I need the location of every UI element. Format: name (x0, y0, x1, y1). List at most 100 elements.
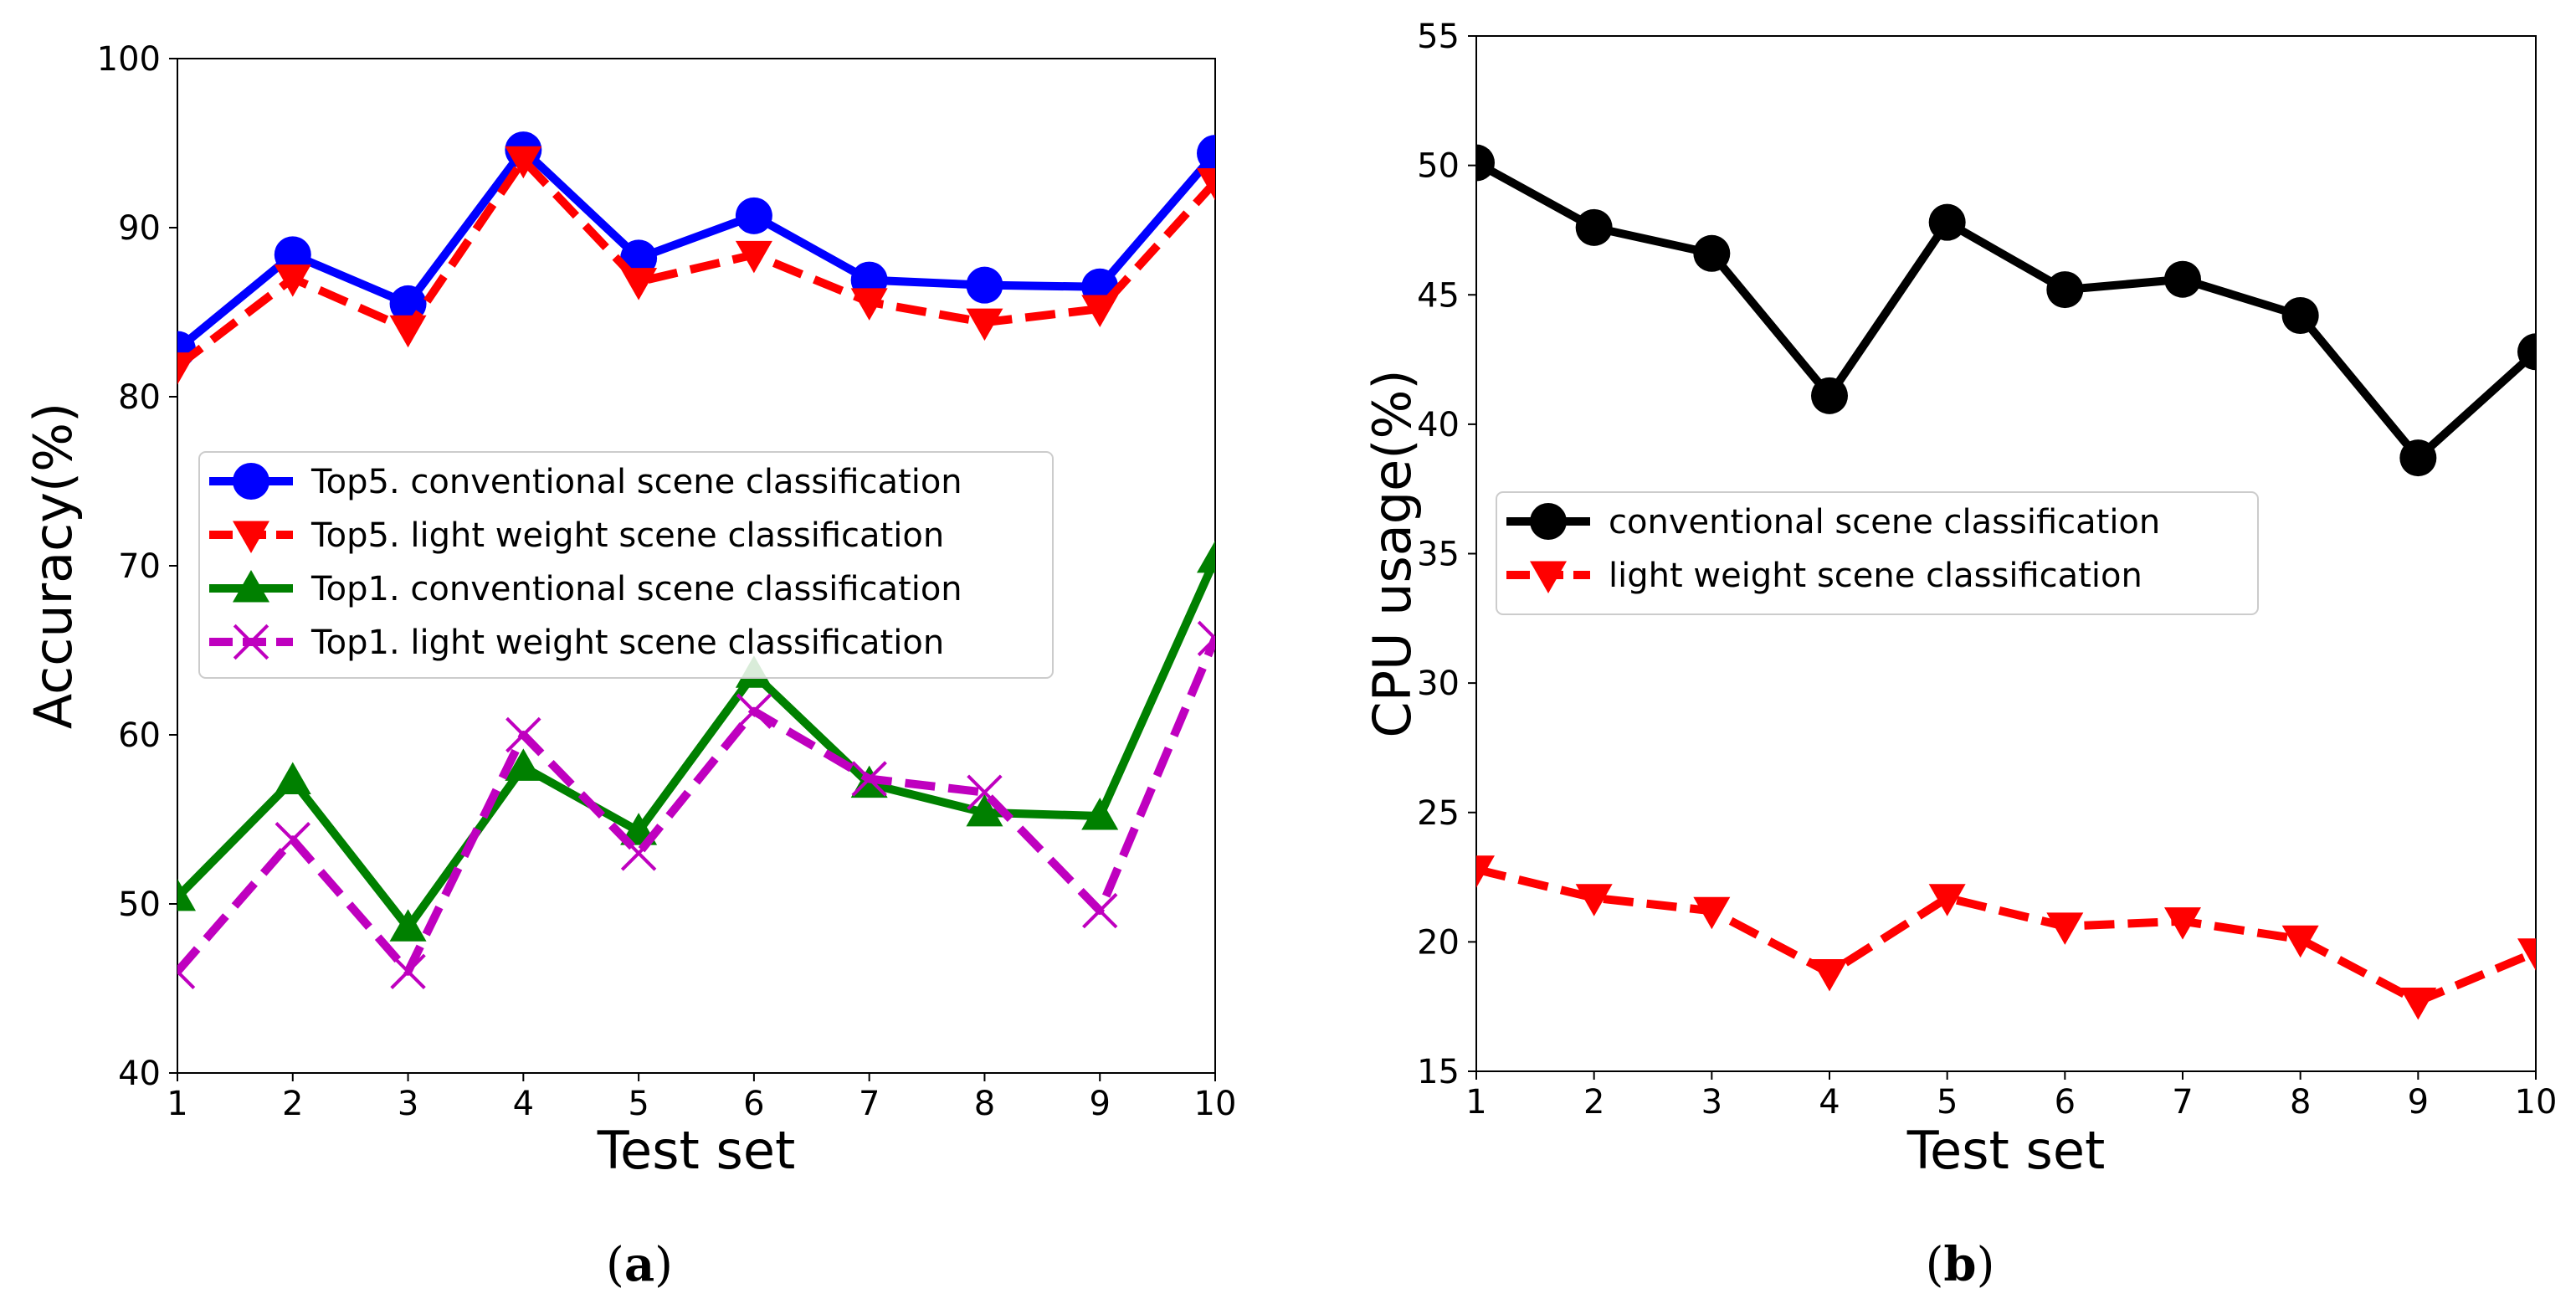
legend-marker (233, 570, 269, 603)
data-point (1575, 884, 1613, 916)
y-tick-label: 60 (118, 716, 161, 755)
data-point (1197, 167, 1215, 201)
data-point (1928, 203, 1966, 241)
x-tick-label: 4 (1819, 1083, 1840, 1122)
chart-panel-accuracy: 1 2 3 4 5 6 7 8 9 10 40 50 60 70 80 90 100 Test set Accura… (23, 40, 1236, 1292)
data-point (2164, 260, 2201, 298)
panel-caption: (a) (606, 1237, 673, 1292)
legend-label: light weight scene classification (1609, 557, 2142, 595)
legend-label: Top1. light weight scene classification (310, 624, 944, 662)
y-axis-label: CPU usage(%) (1362, 369, 1423, 737)
data-point (1693, 234, 1731, 272)
caption-paren-open: ( (606, 1238, 624, 1292)
legend-marker (233, 624, 269, 660)
data-point (1081, 797, 1119, 830)
legend-marker (233, 521, 269, 553)
data-point (1476, 144, 1495, 182)
data-point (505, 748, 542, 781)
legend-marker (1530, 503, 1567, 540)
data-point (2399, 988, 2437, 1020)
legend-box (1496, 491, 2259, 615)
y-tick-label: 70 (118, 547, 161, 586)
data-point (1693, 896, 1731, 930)
legend: conventional scene classification light w… (1496, 491, 2259, 615)
y-tick-label: 45 (1417, 276, 1460, 315)
x-tick-label: 5 (628, 1085, 649, 1123)
x-tick-label: 1 (167, 1085, 187, 1123)
legend: Top5. conventional scene classification T… (198, 451, 1054, 679)
data-point (1575, 208, 1613, 246)
x-tick-label: 5 (1937, 1083, 1958, 1122)
legend-label: Top5. light weight scene classification (310, 516, 944, 555)
x-tick-label: 8 (2290, 1083, 2311, 1122)
data-point (1476, 855, 1495, 888)
x-axis-label: Test set (1906, 1120, 2106, 1181)
series-top5-light-weight-scene-classification (177, 146, 1215, 385)
series-line (177, 156, 1215, 370)
series-light-weight-scene-classification (1476, 855, 2536, 1020)
data-point (1081, 295, 1119, 327)
data-point (1197, 135, 1215, 172)
y-tick-label: 50 (1417, 147, 1460, 186)
x-tick-label: 10 (2515, 1083, 2558, 1122)
data-point (2399, 439, 2437, 477)
data-point (850, 288, 888, 321)
series-conventional-scene-classification (1476, 144, 2536, 477)
data-point (967, 774, 1003, 810)
y-tick-label: 35 (1417, 536, 1460, 574)
data-point (177, 352, 196, 385)
y-axis-label: Accuracy(%) (23, 403, 84, 729)
plot-area (1476, 144, 2536, 1020)
data-point (2517, 938, 2536, 971)
plot-area (177, 131, 1215, 990)
data-point (966, 266, 1003, 304)
caption-paren-close: ) (1977, 1238, 1995, 1292)
data-point (2517, 333, 2536, 371)
x-tick-label: 10 (1194, 1085, 1237, 1123)
data-point (851, 761, 887, 797)
data-point (389, 909, 427, 942)
data-point (1811, 377, 1848, 414)
data-point (505, 716, 541, 753)
data-point (1197, 540, 1215, 573)
series-top1-light-weight-scene-classification (177, 620, 1215, 990)
data-point (177, 878, 196, 911)
x-tick-label: 6 (743, 1085, 764, 1123)
series-line (1476, 865, 2536, 1006)
y-tick-label: 25 (1417, 794, 1460, 833)
x-axis-label: Test set (597, 1120, 796, 1181)
x-tick-label: 9 (2408, 1083, 2429, 1122)
data-point (390, 953, 426, 990)
series-line (1476, 159, 2536, 463)
x-tick-label: 7 (859, 1085, 880, 1123)
x-tick-label: 3 (398, 1085, 418, 1123)
data-point (1197, 620, 1215, 657)
data-point (966, 793, 1003, 827)
data-point (505, 146, 542, 179)
caption-letter: a (624, 1237, 654, 1292)
series-top5-conventional-scene-classification (177, 131, 1215, 368)
x-tick-label: 1 (1465, 1083, 1486, 1122)
data-point (2046, 271, 2084, 309)
x-tick-label: 4 (513, 1085, 534, 1123)
y-tick-label: 30 (1417, 665, 1460, 703)
x-tick-label: 9 (1089, 1085, 1110, 1123)
data-point (620, 268, 658, 300)
y-tick-label: 40 (118, 1055, 161, 1093)
data-point (2164, 907, 2201, 940)
legend-label: Top1. conventional scene classification (310, 570, 962, 608)
data-point (389, 315, 427, 348)
x-tick-label: 2 (282, 1085, 303, 1123)
x-tick-label: 2 (1583, 1083, 1604, 1122)
x-tick-label: 8 (974, 1085, 995, 1123)
data-point (735, 240, 772, 274)
y-tick-label: 50 (118, 886, 161, 924)
data-point (275, 822, 310, 858)
x-tick-label: 3 (1701, 1083, 1722, 1122)
caption-paren-close: ) (654, 1238, 673, 1292)
legend-box (198, 451, 1054, 679)
y-tick-label: 80 (118, 378, 161, 417)
series-line (177, 636, 1215, 976)
data-point (274, 236, 311, 274)
y-tick-label: 40 (1417, 406, 1460, 444)
